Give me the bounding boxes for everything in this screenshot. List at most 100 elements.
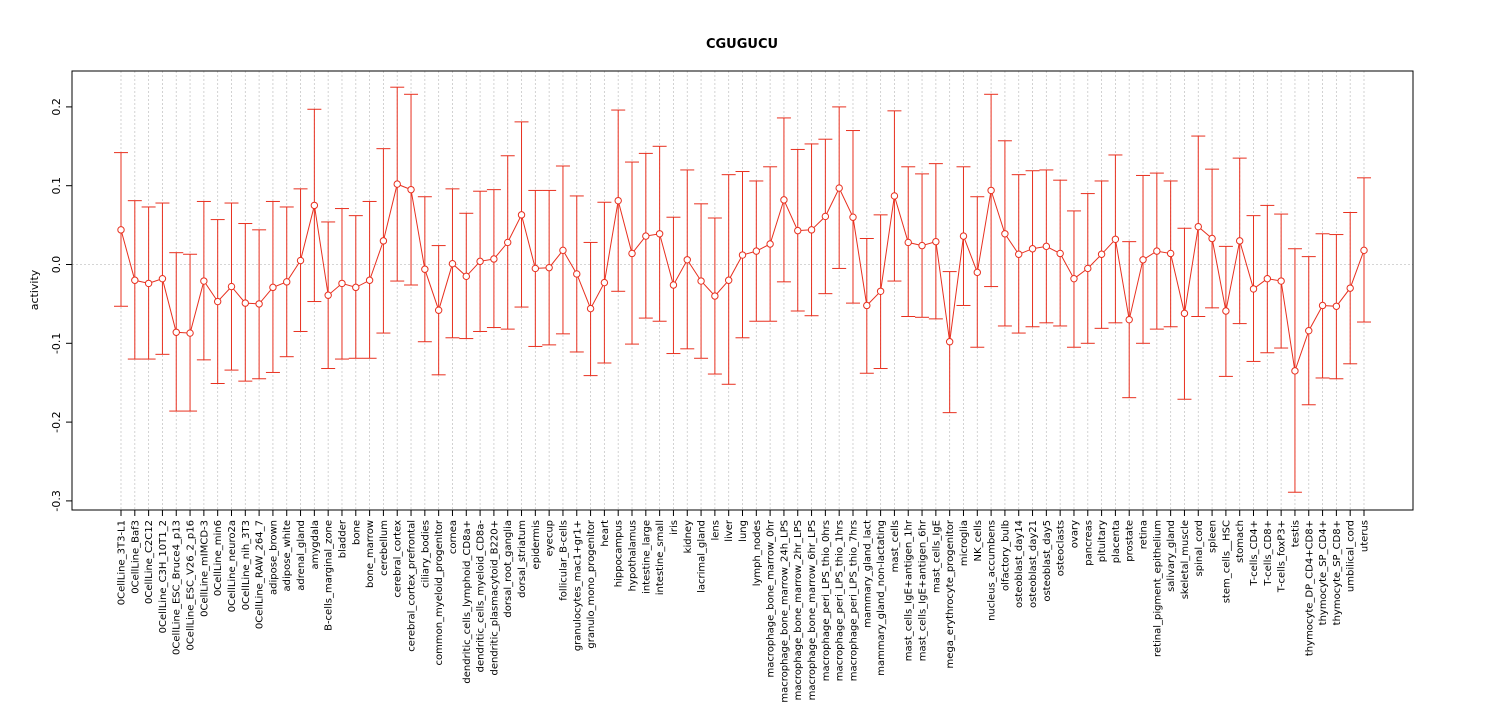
data-point xyxy=(421,265,429,273)
data-point xyxy=(1360,246,1368,255)
x-tick-label: spinal_cord xyxy=(1194,520,1205,576)
x-tick-label: hippocampus xyxy=(614,520,625,587)
x-tick-label: osteoblast_day5 xyxy=(1042,520,1053,602)
data-point xyxy=(738,251,747,259)
x-tick-label: lymph_nodes xyxy=(752,520,763,586)
data-point xyxy=(324,291,332,299)
data-point xyxy=(945,338,954,346)
x-tick-label: iris xyxy=(669,520,680,535)
x-tick-label: testis xyxy=(1290,520,1301,547)
x-tick-label: 0CellLine_3T3-L1 xyxy=(117,520,128,605)
x-tick-label: lung xyxy=(738,520,749,542)
data-point xyxy=(172,328,180,336)
x-tick-label: B-cells_marginal_zone xyxy=(324,520,335,631)
data-point xyxy=(200,277,208,285)
data-point xyxy=(573,270,581,278)
data-point xyxy=(283,278,291,286)
x-tick-label: NK_cells xyxy=(973,520,984,561)
x-tick-label: kidney xyxy=(683,520,694,553)
data-point xyxy=(1194,222,1202,231)
data-point xyxy=(1208,234,1216,243)
data-point xyxy=(904,238,912,247)
data-point xyxy=(545,263,553,272)
data-point xyxy=(932,237,940,246)
data-point xyxy=(448,260,457,268)
data-point xyxy=(1070,274,1078,283)
x-tick-label: bone xyxy=(351,520,362,545)
data-point xyxy=(918,241,926,250)
data-point xyxy=(780,196,788,204)
data-point xyxy=(1028,245,1037,253)
data-point xyxy=(1222,307,1230,315)
x-tick-label: mammary_gland_lact xyxy=(862,520,873,628)
x-tick-label: 0CellLine_neuro2a xyxy=(227,520,238,612)
data-point xyxy=(1097,250,1106,258)
x-tick-label: prostate xyxy=(1125,520,1136,562)
data-point xyxy=(1042,242,1051,251)
x-tick-label: macrophage_peri_LPS_thio_0hrs xyxy=(821,520,832,681)
data-point xyxy=(1346,284,1354,292)
data-point xyxy=(1001,230,1009,238)
data-point xyxy=(655,230,664,238)
y-tick-label: -0.1 xyxy=(50,333,63,354)
y-axis-label: activity xyxy=(28,269,41,310)
data-point xyxy=(600,278,609,287)
x-tick-label: macrophage_bone_marrow_2hr_LPS xyxy=(793,520,804,700)
x-tick-label: lens xyxy=(710,520,721,540)
data-point xyxy=(835,184,843,192)
data-point xyxy=(227,282,236,291)
data-point xyxy=(1277,277,1285,285)
data-point xyxy=(697,277,705,285)
x-tick-label: 0CellLine_min6 xyxy=(213,520,224,596)
data-point xyxy=(1166,249,1175,258)
data-point xyxy=(462,272,470,281)
data-point xyxy=(1249,285,1258,293)
data-point xyxy=(1263,274,1272,283)
x-tick-label: T-cells_foxP3+ xyxy=(1277,520,1288,593)
x-tick-label: osteoblast_day14 xyxy=(1014,520,1025,608)
data-point xyxy=(434,306,443,314)
x-tick-label: dendritic_plasmacytoid_B220+ xyxy=(489,520,500,676)
data-point xyxy=(794,226,802,235)
data-point xyxy=(807,226,816,234)
x-tick-label: 0CellLine_C2C12 xyxy=(144,520,155,604)
data-point xyxy=(531,264,540,273)
x-tick-label: mast_cells_IgE xyxy=(931,520,942,593)
data-point xyxy=(365,276,374,284)
x-tick-label: stem_cells__HSC xyxy=(1221,520,1232,603)
data-point xyxy=(1318,301,1327,310)
data-point xyxy=(269,283,277,292)
x-tick-label: 0CellLine_RAW_264_7 xyxy=(255,520,266,629)
data-point xyxy=(517,211,526,219)
data-point xyxy=(158,274,167,283)
x-tick-label: spleen xyxy=(1208,520,1219,553)
data-point xyxy=(117,226,125,234)
data-point xyxy=(1332,302,1341,310)
data-point xyxy=(1305,326,1313,335)
x-tick-label: dendritic_cells_lymphoid_CD8a+ xyxy=(462,520,473,684)
data-point xyxy=(766,240,774,248)
x-tick-label: cornea xyxy=(448,520,459,554)
y-axis: -0.3 -0.2 -0.1 0.0 0.1 0.2 xyxy=(50,98,72,512)
data-point xyxy=(890,192,899,200)
data-point xyxy=(683,256,691,264)
data-point xyxy=(186,329,194,337)
x-tick-label: ciliary_bodies xyxy=(420,520,431,588)
data-point xyxy=(241,299,250,307)
x-tick-label: thymocyte_SP_CD8+ xyxy=(1332,520,1343,625)
x-tick-label: 0CellLine_Baf3 xyxy=(130,520,141,594)
data-point xyxy=(144,279,153,288)
x-tick-label: bone_marrow xyxy=(365,520,376,588)
x-tick-label: osteoblast_day21 xyxy=(1028,520,1039,608)
x-tick-label: thymocyte_SP_CD4+ xyxy=(1318,520,1329,625)
y-tick-label: 0.1 xyxy=(50,177,63,195)
x-tick-label: lacrimal_gland xyxy=(697,520,708,593)
data-point xyxy=(752,247,761,255)
x-tick-label: T-cells_CD4+ xyxy=(1249,520,1260,587)
y-tick-label: 0.2 xyxy=(50,98,63,116)
x-tick-label: dendritic_cells_myeloid_CD8a- xyxy=(476,520,487,673)
x-tick-label: 0CellLine_C3H_10T1_2 xyxy=(158,520,169,633)
data-point xyxy=(711,292,719,300)
data-point xyxy=(628,249,636,258)
